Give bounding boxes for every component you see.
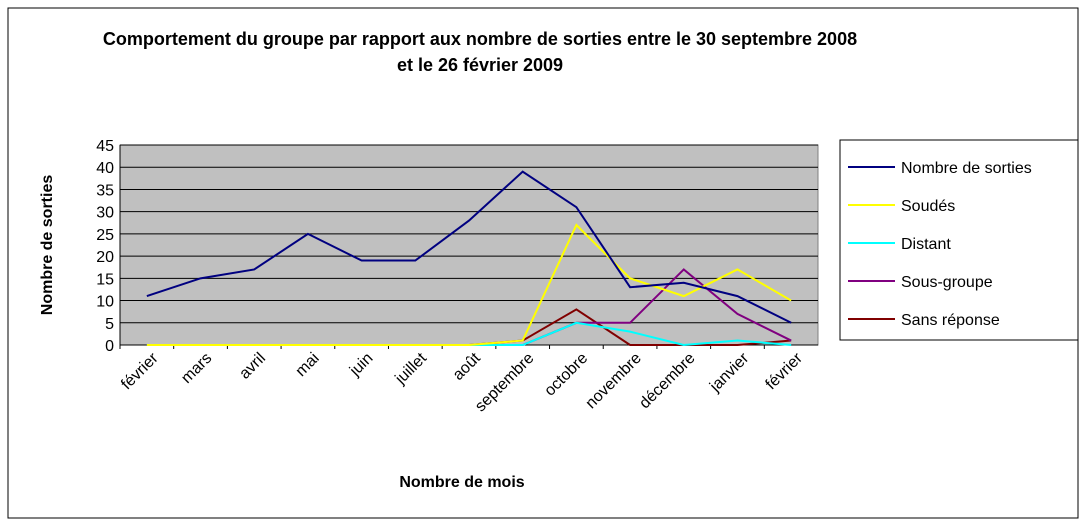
y-tick-label: 5	[105, 316, 114, 333]
legend-label: Sans réponse	[901, 312, 1000, 329]
legend-label: Nombre de sorties	[901, 160, 1032, 177]
y-tick-label: 10	[96, 294, 114, 311]
series-line	[146, 223, 792, 346]
title-box: Comportement du groupe par rapport aux n…	[102, 29, 858, 75]
y-tick-label: 20	[96, 249, 114, 266]
chart-title: Comportement du groupe par rapport aux n…	[102, 29, 858, 75]
legend-label: Sous-groupe	[901, 274, 993, 291]
legend-label: Distant	[901, 236, 951, 253]
plot-area	[119, 144, 819, 346]
y-tick-label: 25	[96, 227, 114, 244]
legend	[839, 139, 1079, 341]
y-tick-label: 35	[96, 182, 114, 199]
y-tick-label: 40	[96, 160, 114, 177]
y-tick-label: 0	[105, 338, 114, 355]
y-tick-label: 45	[96, 138, 114, 155]
series-line	[146, 170, 792, 324]
y-axis-title: Nombre de sorties	[39, 175, 56, 316]
x-axis-title: Nombre de mois	[399, 474, 524, 491]
y-tick-label: 30	[96, 205, 114, 222]
legend-label: Soudés	[901, 198, 955, 215]
y-tick-label: 15	[96, 271, 114, 288]
